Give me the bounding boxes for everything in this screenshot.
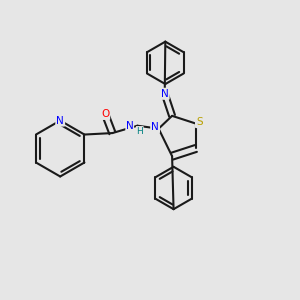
Text: N: N [151,122,159,132]
Text: N: N [126,121,134,131]
Text: H: H [136,127,143,136]
Text: N: N [56,116,64,126]
Text: O: O [101,109,109,119]
Text: N: N [161,89,169,99]
Text: S: S [196,117,202,127]
